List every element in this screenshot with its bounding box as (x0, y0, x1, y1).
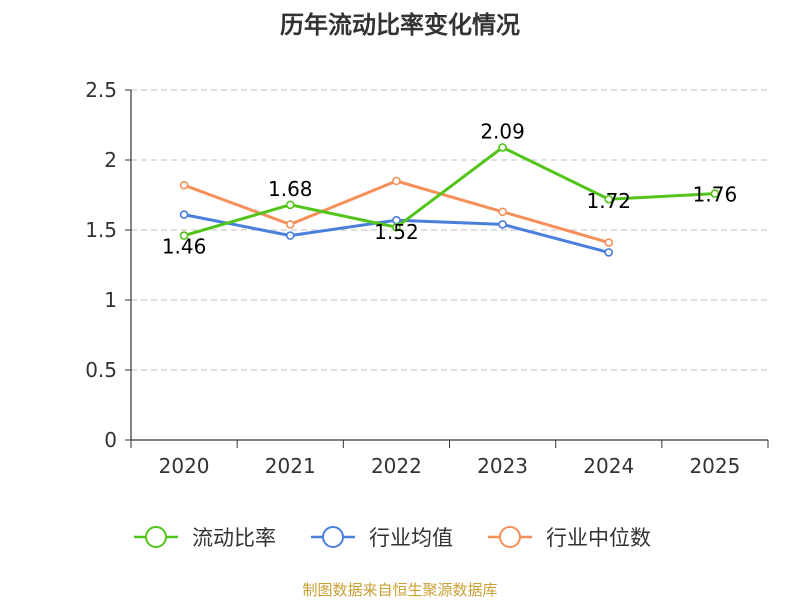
y-tick-label: 2 (104, 148, 117, 172)
legend-item-0: 流动比率 (134, 526, 276, 550)
x-tick-label: 2021 (265, 454, 316, 478)
data-point (392, 176, 401, 186)
data-label: 1.72 (586, 189, 631, 213)
data-point (392, 222, 401, 232)
legend-label: 流动比率 (192, 526, 276, 550)
data-point (498, 220, 507, 229)
data-point (179, 180, 189, 190)
legend-marker (322, 526, 344, 548)
data-point (285, 200, 295, 210)
data-point (285, 220, 295, 229)
y-tick-label: 1 (104, 288, 117, 312)
x-tick-label: 2024 (583, 454, 634, 478)
series-line (183, 145, 715, 238)
legend-item-2: 行业中位数 (488, 526, 651, 550)
data-point (179, 231, 189, 240)
data-point (498, 207, 507, 217)
data-label: 1.68 (268, 177, 313, 201)
legend-marker (145, 526, 167, 548)
data-point (498, 143, 507, 152)
data-point (604, 238, 614, 247)
chart-title: 历年流动比率变化情况 (280, 11, 520, 39)
x-tick-label: 2022 (371, 454, 422, 478)
legend-item-1: 行业均值 (311, 526, 453, 550)
data-label: 1.52 (374, 220, 419, 244)
y-tick-label: 0 (104, 428, 117, 452)
y-tick-label: 0.5 (85, 358, 117, 382)
y-tick-label: 2.5 (85, 78, 117, 102)
gridlines (131, 89, 768, 371)
data-point (604, 194, 614, 204)
data-point (710, 189, 720, 198)
x-tick-label: 2025 (689, 454, 740, 478)
data-label: 2.09 (480, 119, 525, 143)
series-0 (179, 143, 720, 240)
series-1 (179, 210, 614, 257)
data-point (604, 248, 614, 257)
legend-marker (499, 526, 521, 548)
series-group (179, 143, 720, 257)
data-label: 1.46 (162, 235, 207, 259)
legend-label: 行业均值 (369, 526, 453, 550)
legend: 流动比率 行业均值 行业中位数 (134, 526, 651, 550)
data-point (285, 231, 295, 240)
series-2 (179, 176, 614, 247)
data-labels: 1.46 1.68 1.52 2.09 1.72 1.76 (162, 119, 737, 258)
legend-label: 行业中位数 (546, 526, 651, 550)
data-label: 1.76 (693, 183, 738, 207)
data-point (179, 210, 189, 219)
x-tick-label: 2020 (159, 454, 210, 478)
source-note: 制图数据来自恒生聚源数据库 (302, 581, 497, 599)
x-tick-label: 2023 (477, 454, 528, 478)
y-tick-label: 1.5 (85, 218, 117, 242)
